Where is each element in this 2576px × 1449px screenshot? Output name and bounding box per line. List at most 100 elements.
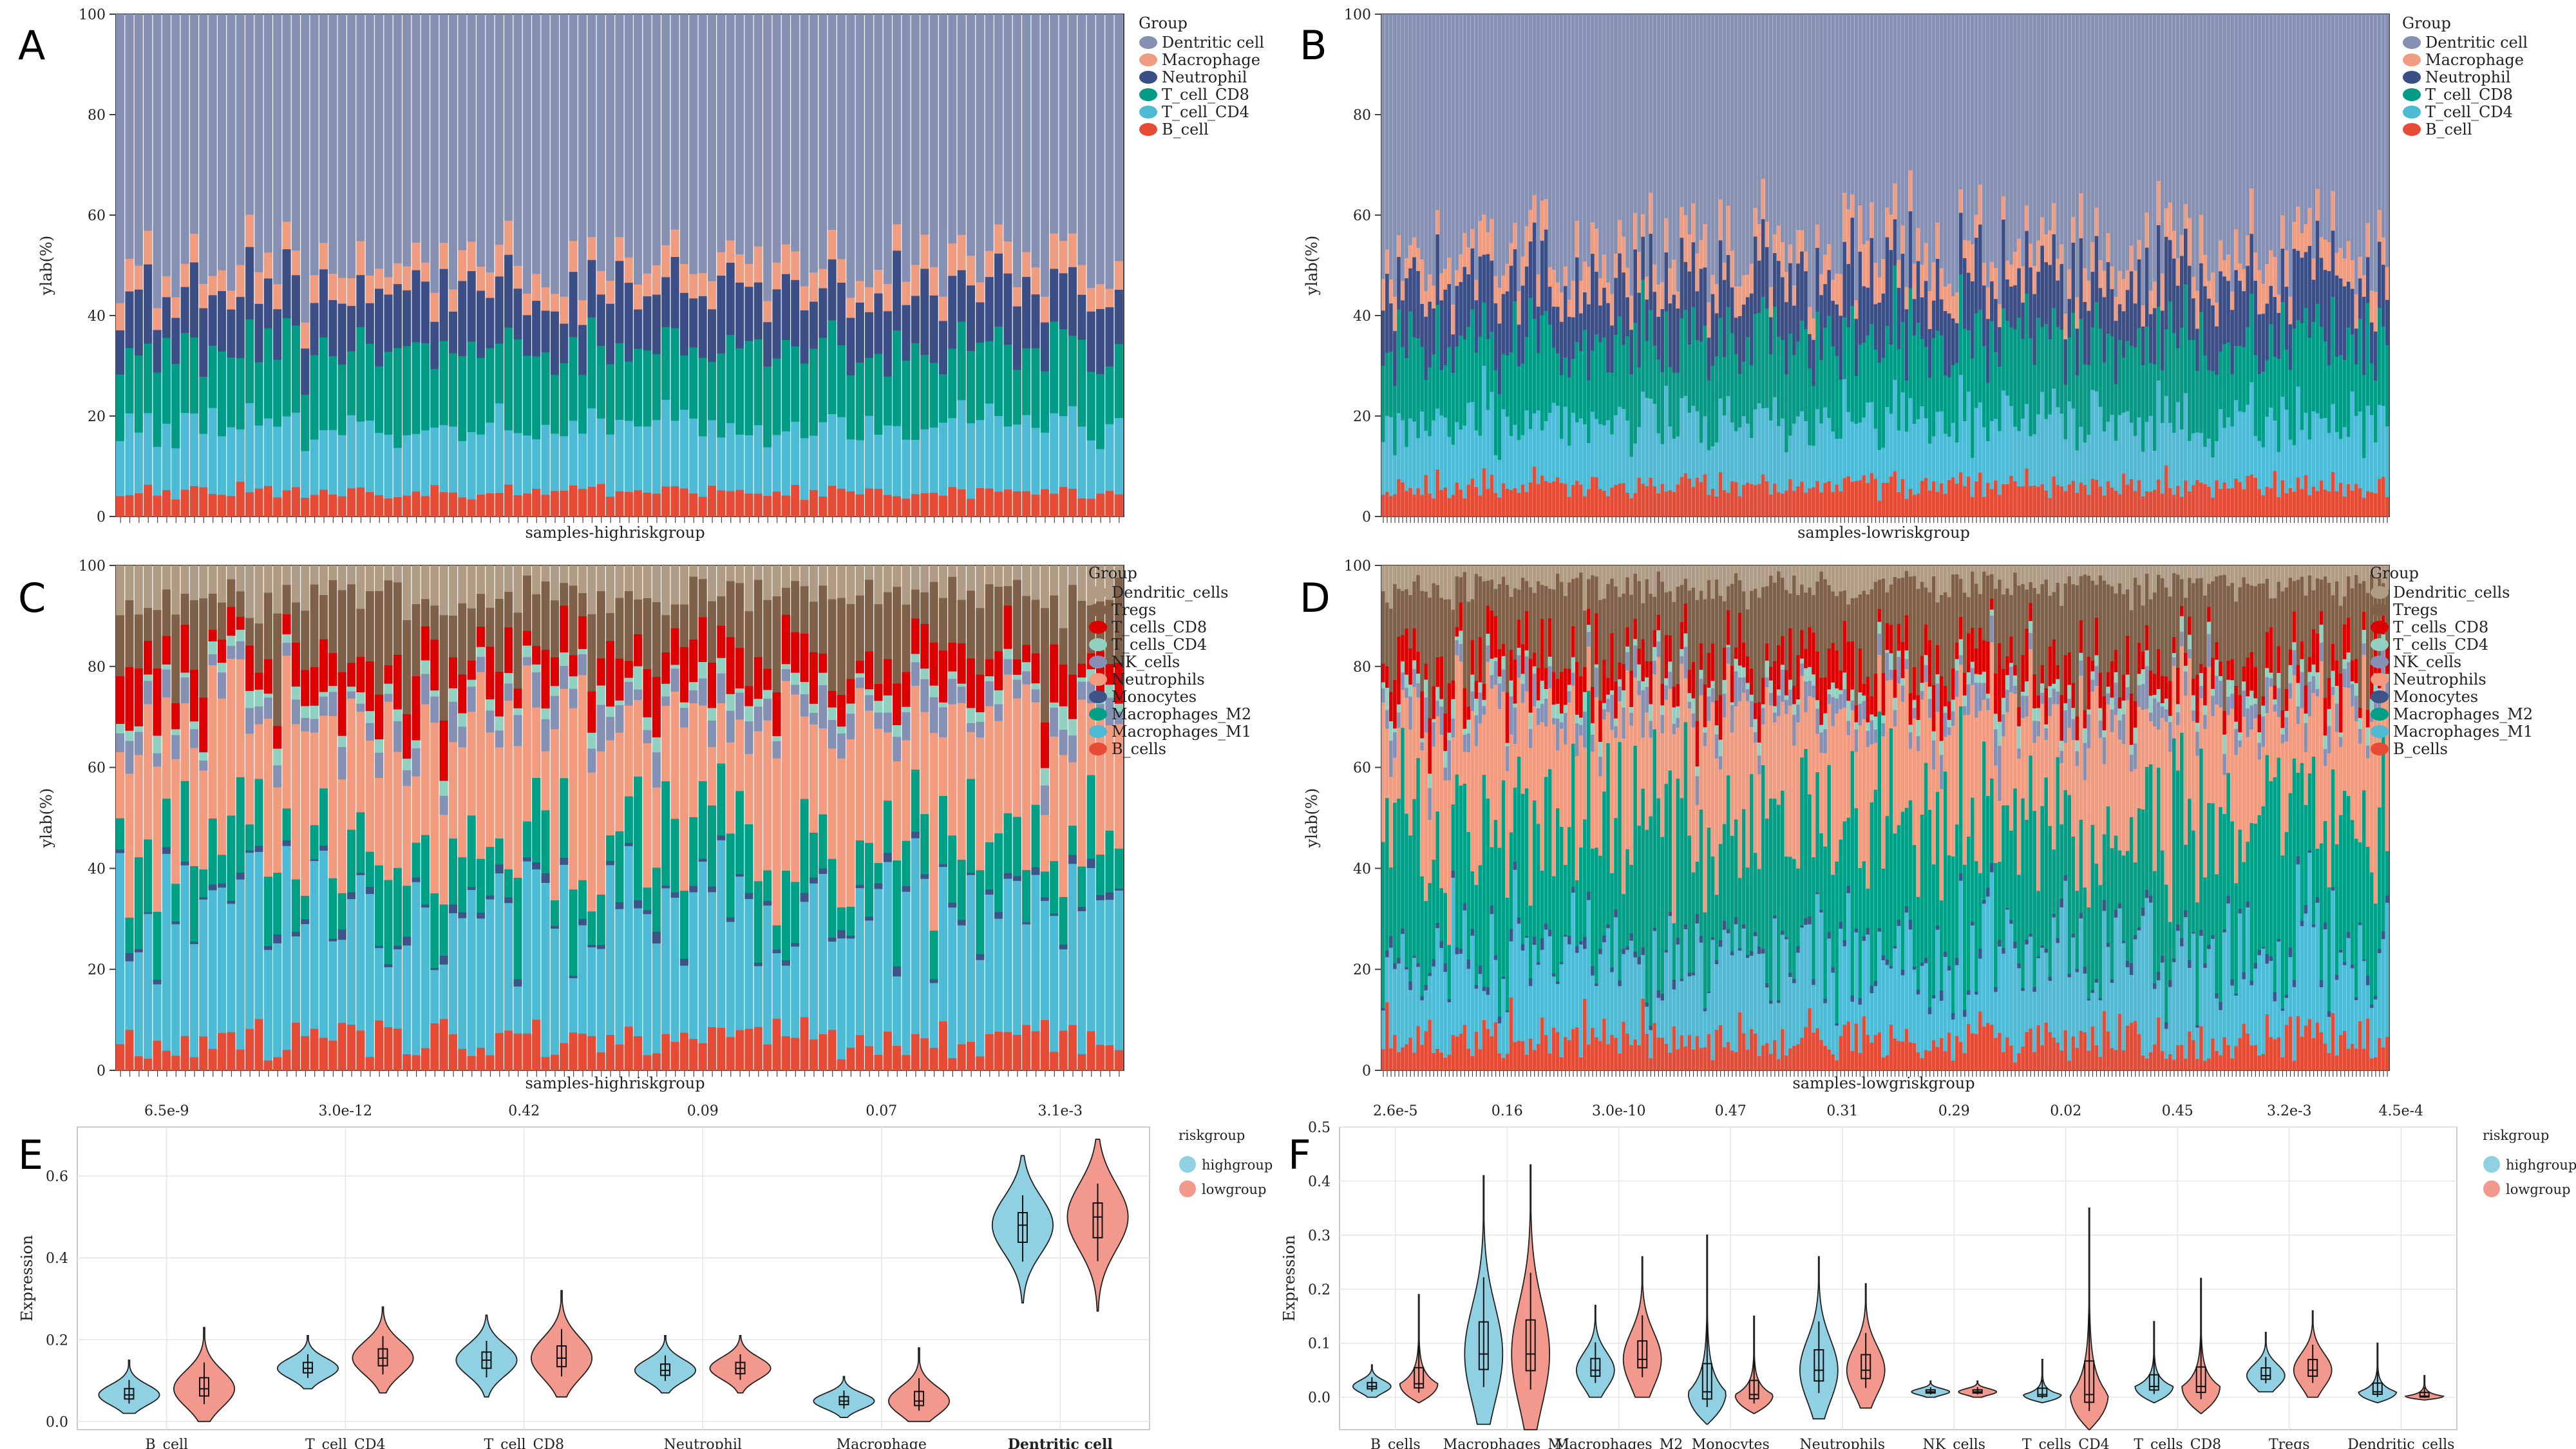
bar-segment-dentritic-cell bbox=[217, 14, 227, 270]
bar-segment-macrophage bbox=[2017, 238, 2021, 269]
bar-segment-t-cells-cd8 bbox=[1432, 686, 1435, 719]
bar-segment-tregs bbox=[1629, 594, 1633, 671]
bar-segment-macrophages-m2 bbox=[1548, 769, 1552, 930]
bar-segment-dentritic-cell bbox=[2125, 14, 2130, 270]
bar-segment-macrophage bbox=[1439, 272, 1444, 301]
bar-segment-t-cells-cd4 bbox=[486, 699, 495, 711]
bar-segment-b-cell bbox=[1544, 480, 1548, 517]
bar-segment-t-cells-cd8 bbox=[448, 657, 458, 688]
bar-segment-t-cell-cd4 bbox=[208, 408, 217, 495]
bar-segment-dendritic-cells bbox=[1393, 565, 1397, 585]
bar-segment-b-cells bbox=[1734, 1052, 1738, 1071]
bar-segment-macrophage bbox=[2106, 232, 2110, 263]
bar-segment-macrophages-m2 bbox=[365, 851, 374, 887]
bar-segment-neutrophil bbox=[1622, 272, 1625, 345]
bar-segment-b-cells bbox=[1474, 1031, 1479, 1071]
bar-segment-b-cell bbox=[1633, 493, 1637, 517]
bar-segment-macrophage bbox=[1559, 292, 1564, 322]
bar-segment-macrophages-m2 bbox=[1714, 895, 1719, 961]
bar-segment-macrophages-m1 bbox=[1776, 1003, 1781, 1059]
bar-segment-b-cells bbox=[1788, 1048, 1792, 1071]
bar-segment-b-cell bbox=[864, 488, 874, 517]
bar-segment-dentritic-cell bbox=[1808, 14, 1812, 307]
bar-segment-t-cell-cd4 bbox=[1897, 430, 1901, 493]
bar-segment-t-cell-cd4 bbox=[828, 413, 837, 486]
bar-segment-macrophage bbox=[412, 242, 421, 270]
bar-segment-neutrophils bbox=[532, 707, 541, 779]
bar-segment-macrophages-m2 bbox=[1059, 896, 1068, 945]
bar-segment-b-cells bbox=[476, 1047, 486, 1071]
bar-segment-dentritic-cell bbox=[171, 14, 180, 298]
bar-segment-b-cell bbox=[2192, 484, 2195, 517]
bar-segment-dendritic-cells bbox=[717, 565, 726, 596]
bar-segment-t-cell-cd4 bbox=[1768, 420, 1773, 495]
bar-segment-nk-cells bbox=[976, 721, 985, 738]
bar-segment-macrophage bbox=[346, 278, 356, 307]
bar-segment-t-cell-cd8 bbox=[1540, 315, 1544, 431]
bar-segment-dendritic-cells bbox=[1520, 565, 1525, 578]
bar-segment-macrophages-m1 bbox=[1695, 923, 1700, 1036]
bar-segment-macrophage bbox=[1463, 232, 1467, 267]
bar-segment-t-cell-cd4 bbox=[1474, 430, 1479, 488]
bar-segment-b-cell bbox=[726, 491, 735, 517]
bar-segment-tregs bbox=[393, 582, 402, 655]
bar-segment-b-cell bbox=[1656, 493, 1661, 517]
bar-segment-t-cells-cd8 bbox=[1474, 681, 1479, 699]
bar-segment-t-cell-cd8 bbox=[1962, 328, 1967, 421]
bar-segment-tregs bbox=[1555, 573, 1560, 679]
bar-segment-macrophage bbox=[2385, 267, 2389, 300]
bar-segment-monocytes bbox=[1683, 924, 1688, 929]
bar-segment-b-cell bbox=[1501, 483, 1506, 517]
bar-segment-macrophages-m1 bbox=[291, 936, 301, 1023]
bar-segment-nk-cells bbox=[467, 686, 476, 712]
bar-segment-dentritic-cell bbox=[1536, 14, 1540, 274]
bar-segment-t-cell-cd8 bbox=[328, 355, 337, 430]
bar-segment-t-cell-cd4 bbox=[1916, 419, 1920, 494]
bar-segment-b-cell bbox=[2106, 481, 2110, 517]
bar-segment-dentritic-cell bbox=[615, 14, 624, 238]
bar-segment-macrophage bbox=[1393, 296, 1397, 332]
bar-segment-t-cell-cd8 bbox=[1432, 354, 1435, 421]
bar-segment-tregs bbox=[994, 586, 1003, 652]
bar-segment-t-cell-cd8 bbox=[1846, 327, 1851, 412]
bar-segment-neutrophils bbox=[929, 732, 938, 931]
bar-segment-b-cell bbox=[476, 494, 486, 517]
bar-segment-macrophages-m2 bbox=[800, 799, 809, 893]
bar-segment-t-cell-cd4 bbox=[1958, 374, 1963, 473]
bar-segment-tregs bbox=[1012, 580, 1021, 659]
bar-segment-t-cell-cd4 bbox=[1854, 423, 1859, 481]
bar-segment-nk-cells bbox=[938, 706, 948, 737]
bar-segment-neutrophils bbox=[689, 703, 698, 817]
bar-segment-macrophages-m1 bbox=[1664, 952, 1669, 1044]
bar-segment-nk-cells bbox=[1591, 734, 1595, 752]
bar-segment-neutrophil bbox=[1714, 313, 1719, 357]
bar-segment-b-cells bbox=[689, 1038, 698, 1071]
bar-segment-macrophages-m2 bbox=[1575, 880, 1579, 947]
bar-segment-t-cells-cd8 bbox=[1637, 648, 1641, 665]
bar-segment-t-cells-cd4 bbox=[1625, 646, 1629, 652]
y-tick-label: 100 bbox=[1344, 558, 1371, 574]
bar-segment-b-cells bbox=[1730, 1050, 1734, 1071]
bar-segment-macrophages-m2 bbox=[1753, 852, 1757, 933]
bar-segment-t-cell-cd4 bbox=[1513, 424, 1517, 489]
bar-segment-t-cell-cd4 bbox=[929, 427, 938, 493]
bar-segment-b-cell bbox=[2230, 488, 2234, 517]
bar-segment-b-cells bbox=[1660, 1037, 1665, 1071]
bar-segment-t-cell-cd8 bbox=[1897, 348, 1901, 431]
bar-segment-nk-cells bbox=[180, 677, 189, 704]
bar-segment-t-cell-cd8 bbox=[938, 374, 948, 423]
bar-segment-neutrophil bbox=[1381, 310, 1385, 366]
bar-segment-t-cell-cd4 bbox=[1703, 415, 1707, 475]
bar-segment-b-cells bbox=[162, 1050, 171, 1071]
bar-segment-monocytes bbox=[837, 930, 846, 939]
bar-segment-nk-cells bbox=[1451, 718, 1455, 737]
bar-segment-dendritic-cells bbox=[310, 565, 319, 585]
bar-segment-neutrophils bbox=[1691, 726, 1696, 873]
bar-segment-b-cells bbox=[1397, 1052, 1401, 1071]
bar-segment-neutrophils bbox=[1105, 724, 1114, 831]
bar-segment-macrophage bbox=[1583, 261, 1587, 292]
bar-segment-b-cells bbox=[1714, 1029, 1719, 1071]
bar-segment-tregs bbox=[837, 598, 846, 696]
bar-segment-monocytes bbox=[1059, 944, 1068, 950]
bar-segment-macrophages-m2 bbox=[1703, 912, 1707, 1009]
